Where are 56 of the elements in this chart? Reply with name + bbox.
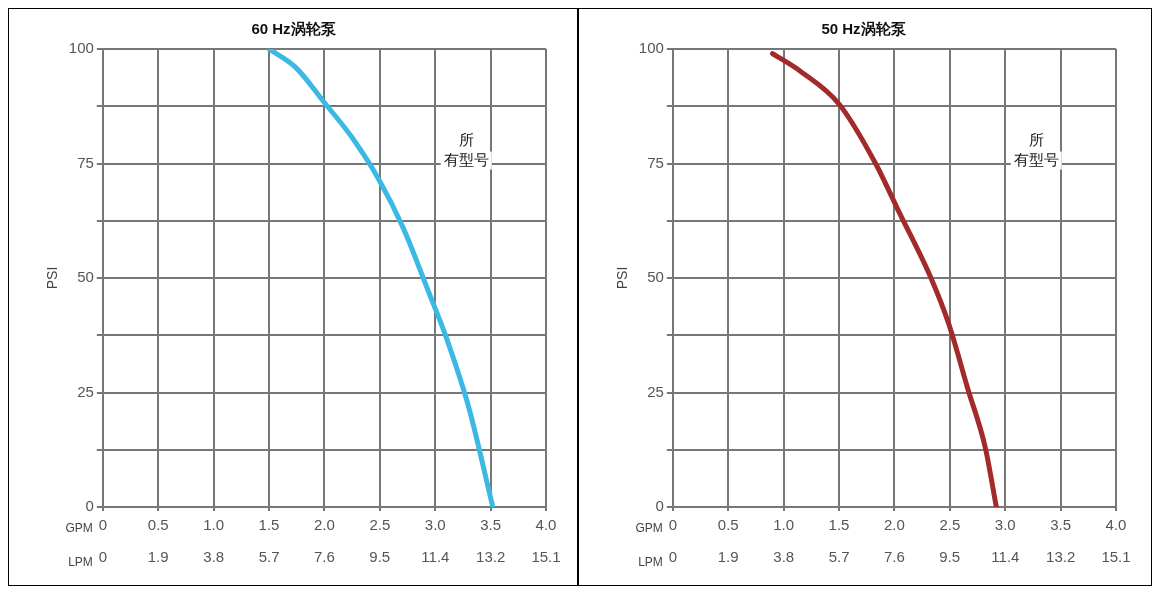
x2-tick-label: 1.9 [147, 548, 169, 566]
x-tick-label: 3.5 [480, 516, 502, 534]
x2-tick-label: 3.8 [203, 548, 225, 566]
x-tick-label: 3.0 [994, 516, 1016, 534]
x-tick-label: 1.5 [828, 516, 850, 534]
x-tick-label: 1.0 [203, 516, 225, 534]
x-tick-label: 0.5 [717, 516, 739, 534]
x-tick-label: 0 [668, 516, 677, 534]
x2-tick-label: 15.1 [1101, 548, 1131, 566]
x2-tick-label: 11.4 [991, 548, 1020, 566]
x2-tick-label: 13.2 [1046, 548, 1076, 566]
x2-tick-label: 5.7 [828, 548, 850, 566]
x-tick-label: 3.5 [1050, 516, 1072, 534]
x2-tick-label: 13.2 [476, 548, 506, 566]
x2-tick-label: 11.4 [421, 548, 450, 566]
x2-tick-label: 15.1 [531, 548, 561, 566]
annotation: 所有型号 [443, 130, 489, 168]
x2-tick-label: 1.9 [717, 548, 739, 566]
x-tick-label: 3.0 [424, 516, 446, 534]
y-tick-label: 75 [77, 153, 94, 171]
y-tick-label: 25 [77, 382, 94, 400]
x2-tick-label: 9.5 [369, 548, 391, 566]
x2-tick-label: 7.6 [883, 548, 905, 566]
x2-tick-label: 0 [668, 548, 677, 566]
y-axis-title: PSI [614, 266, 631, 290]
y-tick-label: 25 [647, 382, 664, 400]
x-tick-label: 2.0 [313, 516, 335, 534]
x2-tick-label: 0 [98, 548, 107, 566]
chart-title: 50 Hz涡轮泵 [821, 20, 907, 38]
y-tick-label: 0 [655, 497, 664, 515]
x-tick-label: 1.5 [258, 516, 280, 534]
x-tick-label: 4.0 [1105, 516, 1127, 534]
x-tick-label: 1.0 [773, 516, 795, 534]
y-tick-label: 100 [68, 39, 94, 57]
x2-tick-label: 9.5 [939, 548, 961, 566]
x2-axis-title: LPM [638, 555, 663, 570]
y-tick-label: 50 [77, 268, 94, 286]
x-axis-title: GPM [635, 521, 663, 536]
x2-axis-title: LPM [68, 555, 93, 570]
chart-title: 60 Hz涡轮泵 [251, 20, 337, 38]
y-tick-label: 100 [638, 39, 664, 57]
x2-tick-label: 7.6 [313, 548, 335, 566]
x-tick-label: 0 [98, 516, 107, 534]
x-tick-label: 2.5 [369, 516, 391, 534]
annotation: 所有型号 [1013, 130, 1059, 168]
y-axis-title: PSI [44, 266, 61, 290]
y-tick-label: 0 [85, 497, 94, 515]
x-tick-label: 0.5 [147, 516, 169, 534]
y-tick-label: 75 [647, 153, 664, 171]
x-tick-label: 2.0 [883, 516, 905, 534]
y-tick-label: 50 [647, 268, 664, 286]
x2-tick-label: 5.7 [258, 548, 280, 566]
x-tick-label: 2.5 [939, 516, 961, 534]
x2-tick-label: 3.8 [773, 548, 795, 566]
x-axis-title: GPM [65, 521, 93, 536]
x-tick-label: 4.0 [535, 516, 557, 534]
